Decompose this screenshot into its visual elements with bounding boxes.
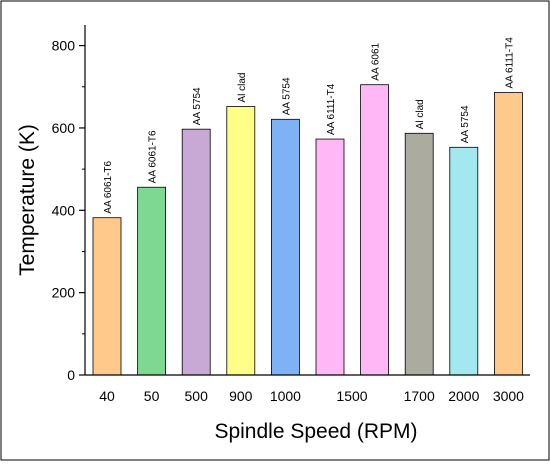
x-tick-label: 50 bbox=[144, 388, 160, 404]
bar-data-label: AA 5754 bbox=[192, 87, 203, 125]
x-tick-label: 1000 bbox=[270, 388, 301, 404]
bar bbox=[493, 92, 523, 376]
x-tick-label: 900 bbox=[229, 388, 253, 404]
bar bbox=[404, 132, 434, 376]
bar-data-label: AA 5754 bbox=[460, 105, 471, 143]
bar bbox=[270, 118, 300, 376]
y-axis-label: Temperature (K) bbox=[16, 124, 39, 276]
y-tick-label: 200 bbox=[52, 285, 76, 301]
bars-layer: AA 6061-T6 AA 6061-T6 AA 5754 Al clad AA 575… bbox=[92, 37, 523, 376]
y-tick-label: 600 bbox=[52, 120, 76, 136]
bar bbox=[92, 217, 122, 376]
x-ticks: 40 50 500 900 1000 1500 1700 2000 3000 bbox=[99, 388, 524, 404]
bar bbox=[360, 84, 390, 376]
x-tick-label: 1700 bbox=[404, 388, 435, 404]
bar-data-label: AA 6061 bbox=[371, 42, 382, 80]
bar-data-label: AA 6061-T6 bbox=[148, 130, 159, 183]
bar bbox=[137, 186, 167, 376]
bar bbox=[449, 146, 479, 376]
bar-data-label: AA 6061-T6 bbox=[103, 160, 114, 213]
x-tick-label: 2000 bbox=[448, 388, 479, 404]
x-axis-label: Spindle Speed (RPM) bbox=[214, 420, 417, 443]
axes-layer bbox=[84, 25, 530, 376]
x-tick-label: 500 bbox=[185, 388, 209, 404]
y-tick-label: 400 bbox=[52, 202, 76, 218]
bar bbox=[181, 128, 211, 376]
bar-data-label: AA 6111-T4 bbox=[504, 37, 515, 89]
bar-data-label: AA 6111-T4 bbox=[326, 83, 337, 135]
x-tick-label: 40 bbox=[99, 388, 115, 404]
y-tick-label: 0 bbox=[67, 367, 75, 383]
bar-data-label: AA 5754 bbox=[281, 77, 292, 115]
bar-data-label: Al clad bbox=[237, 73, 248, 103]
bar-data-label: Al clad bbox=[415, 99, 426, 129]
x-tick-label: 1500 bbox=[336, 388, 367, 404]
y-ticks: 0 200 400 600 800 bbox=[52, 38, 85, 383]
x-tick-label: 3000 bbox=[493, 388, 524, 404]
bar bbox=[226, 106, 256, 376]
y-tick-label: 800 bbox=[52, 38, 76, 54]
bar bbox=[315, 138, 345, 376]
